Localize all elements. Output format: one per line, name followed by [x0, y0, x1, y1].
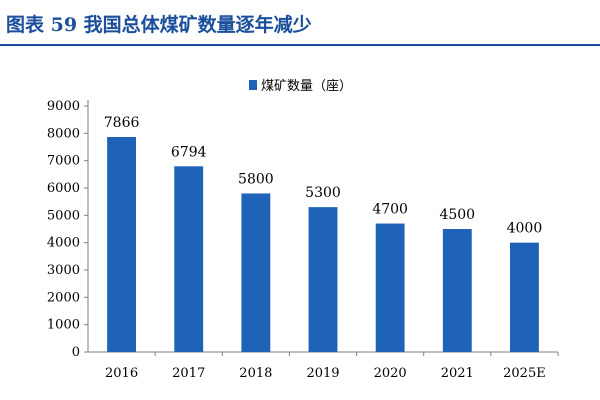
bar — [442, 229, 472, 352]
data-label: 5300 — [305, 185, 341, 201]
bar — [174, 166, 204, 352]
bar-series — [107, 136, 539, 352]
x-tick-label: 2020 — [374, 366, 407, 381]
legend-swatch — [249, 80, 257, 90]
data-label: 6794 — [171, 144, 207, 160]
bar — [308, 207, 338, 352]
data-label: 7866 — [104, 115, 140, 131]
y-tick-label: 0 — [72, 345, 80, 360]
title-underline — [0, 44, 600, 46]
legend: 煤矿数量（座） — [249, 79, 352, 94]
y-tick-label: 6000 — [47, 181, 80, 196]
legend-label: 煤矿数量（座） — [261, 79, 352, 94]
data-label: 4500 — [439, 207, 475, 223]
y-tick-label: 2000 — [47, 290, 80, 305]
data-label: 5800 — [238, 171, 274, 187]
x-tick-label: 2017 — [172, 366, 205, 381]
data-label: 4700 — [372, 202, 408, 218]
y-tick-label: 5000 — [47, 208, 80, 223]
x-tick-label: 2018 — [239, 366, 272, 381]
figure-title-bar: 图表 59 我国总体煤矿数量逐年减少 — [0, 0, 600, 46]
x-axis: 2016 2017 2018 2019 2020 2021 2025E — [88, 351, 559, 381]
y-tick-label: 1000 — [47, 318, 80, 333]
y-axis: 0 1000 2000 3000 4000 5000 6000 7000 8000 9000 — [47, 99, 89, 360]
y-tick-label: 9000 — [47, 99, 80, 114]
y-tick-label: 4000 — [47, 236, 80, 251]
y-tick-label: 7000 — [47, 154, 80, 169]
data-label: 4000 — [507, 221, 543, 237]
bar — [241, 193, 271, 352]
x-tick-label: 2016 — [105, 366, 138, 381]
bar — [107, 136, 137, 352]
x-tick-label: 2019 — [306, 366, 339, 381]
x-tick-label: 2021 — [441, 366, 474, 381]
x-tick-label: 2025E — [503, 366, 546, 381]
y-tick-label: 8000 — [47, 126, 80, 141]
bar — [509, 242, 539, 352]
data-labels: 7866 6794 5800 5300 4700 4500 4000 — [104, 115, 542, 237]
y-tick-label: 3000 — [47, 263, 80, 278]
figure-title: 图表 59 我国总体煤矿数量逐年减少 — [6, 14, 312, 36]
bar — [375, 223, 405, 352]
